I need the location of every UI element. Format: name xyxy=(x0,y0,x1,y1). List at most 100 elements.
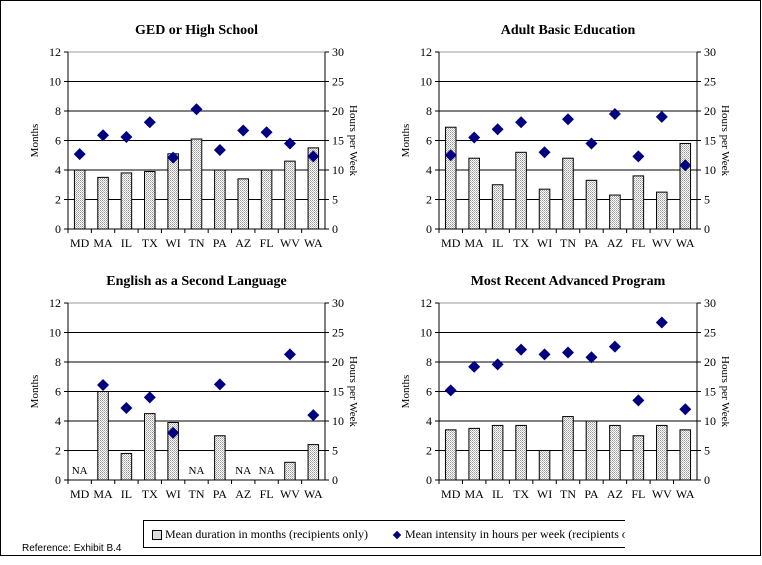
diamond-TX xyxy=(515,343,528,356)
x-tick-label: MD xyxy=(70,236,90,250)
y2-tick-label: 20 xyxy=(704,355,716,369)
bar-TX xyxy=(515,151,527,230)
x-tick-label: PA xyxy=(213,487,228,501)
y2-tick-label: 30 xyxy=(332,296,344,310)
x-tick-label: MD xyxy=(70,487,90,501)
y2-tick-label: 0 xyxy=(704,222,710,236)
diamond-IL xyxy=(120,402,133,415)
x-tick-label: IL xyxy=(121,236,132,250)
bar-TN xyxy=(562,157,574,230)
x-tick-label: TX xyxy=(513,236,529,250)
y2-tick-label: 20 xyxy=(332,355,344,369)
x-tick-label: MA xyxy=(93,487,113,501)
bar-PA xyxy=(214,435,226,481)
y-tick-label: 0 xyxy=(426,222,432,236)
diamond-swatch-icon xyxy=(392,530,402,539)
y2-tick-label: 10 xyxy=(704,163,716,177)
diamond-PA xyxy=(213,378,226,391)
y2-axis-label: Hours per Week xyxy=(719,356,731,428)
diamond-TX xyxy=(143,116,156,129)
y2-tick-label: 20 xyxy=(704,104,716,118)
diamond-FL xyxy=(632,394,645,407)
y-tick-label: 12 xyxy=(49,45,61,59)
bar-IL xyxy=(120,172,133,230)
y2-tick-label: 15 xyxy=(332,385,344,399)
diamond-PA xyxy=(213,143,226,156)
x-tick-label: FL xyxy=(260,236,274,250)
y-tick-label: 2 xyxy=(55,193,61,207)
chart-title: Most Recent Advanced Program xyxy=(471,274,666,289)
x-tick-label: AZ xyxy=(235,236,251,250)
diamond-MA xyxy=(97,379,110,392)
bar-WA xyxy=(307,444,320,481)
x-tick-label: PA xyxy=(584,236,599,250)
y-tick-label: 10 xyxy=(420,75,432,89)
x-tick-label: TX xyxy=(142,236,158,250)
legend-label: Mean intensity in hours per week (recipi… xyxy=(404,526,625,541)
bar-WV xyxy=(656,191,668,230)
y2-tick-label: 25 xyxy=(332,75,344,89)
diamond-IL xyxy=(491,123,504,136)
bar-FL xyxy=(632,175,645,230)
x-tick-label: WV xyxy=(652,236,672,250)
bar-PA xyxy=(585,179,598,230)
bar-IL xyxy=(120,452,133,481)
bar-TN xyxy=(190,138,203,230)
diamond-MA xyxy=(468,131,481,144)
x-tick-label: WV xyxy=(652,487,672,501)
legend: Mean duration in months (recipients only… xyxy=(143,520,625,548)
bar-MA xyxy=(97,176,109,230)
bar-IL xyxy=(491,184,504,230)
diamond-WV xyxy=(283,348,296,361)
y2-tick-label: 20 xyxy=(332,104,344,118)
legend-label: Mean duration in months (recipients only… xyxy=(165,526,368,541)
y-axis-label: Months xyxy=(29,124,41,158)
y-tick-label: 8 xyxy=(55,104,61,118)
bar-TX xyxy=(144,170,156,230)
y2-tick-label: 10 xyxy=(332,414,344,428)
na-label: NA xyxy=(235,465,251,477)
y-tick-label: 0 xyxy=(55,473,61,487)
x-tick-label: TN xyxy=(189,487,205,501)
y2-tick-label: 0 xyxy=(332,473,338,487)
diamond-WA xyxy=(307,150,320,163)
x-tick-label: MA xyxy=(465,487,485,501)
diamond-PA xyxy=(585,137,598,150)
na-label: NA xyxy=(189,465,205,477)
x-tick-label: AZ xyxy=(235,487,251,501)
diamond-MA xyxy=(97,129,110,142)
diamond-AZ xyxy=(237,124,250,137)
diamond-MD xyxy=(444,149,457,162)
diamond-TN xyxy=(190,103,203,116)
diamond-TX xyxy=(515,116,528,129)
x-tick-label: IL xyxy=(492,487,503,501)
y2-axis-label: Hours per Week xyxy=(719,105,731,177)
y-tick-label: 0 xyxy=(55,222,61,236)
y2-axis-label: Hours per Week xyxy=(347,105,359,177)
x-tick-label: MD xyxy=(441,487,461,501)
bar-WI xyxy=(167,153,179,230)
bar-MA xyxy=(468,157,480,230)
x-tick-label: WI xyxy=(165,487,180,501)
bar-MD xyxy=(444,429,457,481)
bar-MA xyxy=(468,427,480,481)
diamond-AZ xyxy=(608,340,621,353)
x-tick-label: FL xyxy=(260,487,274,501)
bar-WV xyxy=(284,461,296,481)
x-tick-label: TX xyxy=(142,487,158,501)
x-tick-label: TN xyxy=(560,236,576,250)
diamond-TX xyxy=(143,391,156,404)
y-tick-label: 12 xyxy=(420,45,432,59)
diamond-MD xyxy=(444,384,457,397)
bar-MA xyxy=(97,391,109,481)
x-tick-label: WI xyxy=(537,487,552,501)
bar-WI xyxy=(538,450,551,481)
bar-FL xyxy=(632,435,645,481)
x-tick-label: AZ xyxy=(607,487,623,501)
diamond-TN xyxy=(562,346,574,359)
bar-PA xyxy=(585,420,598,481)
y2-tick-label: 30 xyxy=(332,45,344,59)
diamond-WV xyxy=(655,316,668,329)
bar-WA xyxy=(679,142,692,230)
y-tick-label: 10 xyxy=(420,326,432,340)
